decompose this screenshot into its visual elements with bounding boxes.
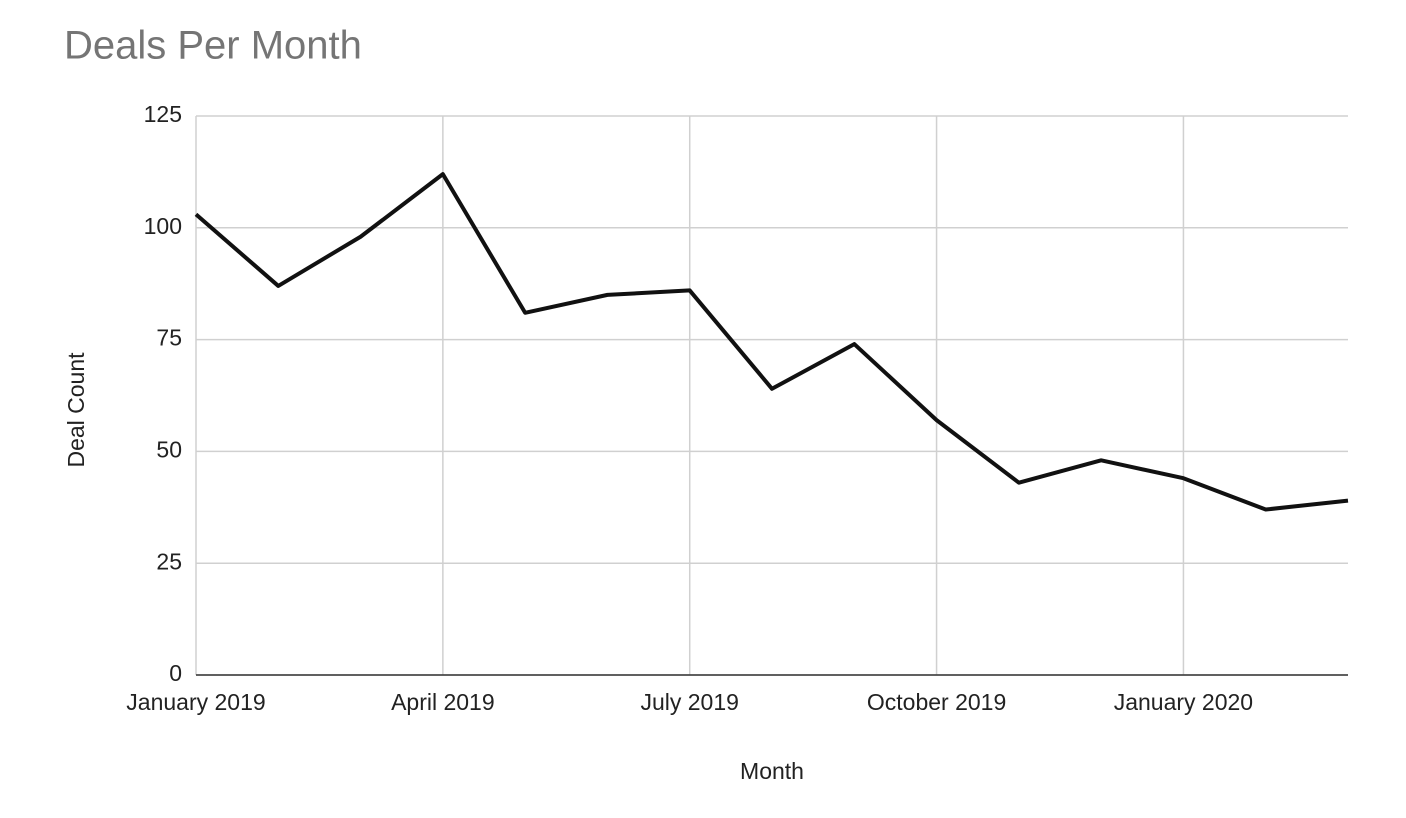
- x-tick-label: April 2019: [391, 689, 495, 715]
- x-tick-label: July 2019: [640, 689, 738, 715]
- y-tick-label: 50: [156, 436, 182, 462]
- x-tick-label: January 2020: [1114, 689, 1253, 715]
- y-tick-label: 0: [169, 660, 182, 686]
- chart-title: Deals Per Month: [64, 24, 362, 68]
- x-tick-label: October 2019: [867, 689, 1006, 715]
- line: [194, 172, 1349, 512]
- y-axis-label: Deal Count: [63, 352, 89, 468]
- y-tick-label: 125: [144, 101, 182, 127]
- y-tick-label: 25: [156, 548, 182, 574]
- x-tick-label: January 2019: [126, 689, 265, 715]
- x-axis-label: Month: [740, 758, 804, 784]
- y-tick-label: 100: [144, 213, 182, 239]
- y-tick-label: 75: [156, 325, 182, 351]
